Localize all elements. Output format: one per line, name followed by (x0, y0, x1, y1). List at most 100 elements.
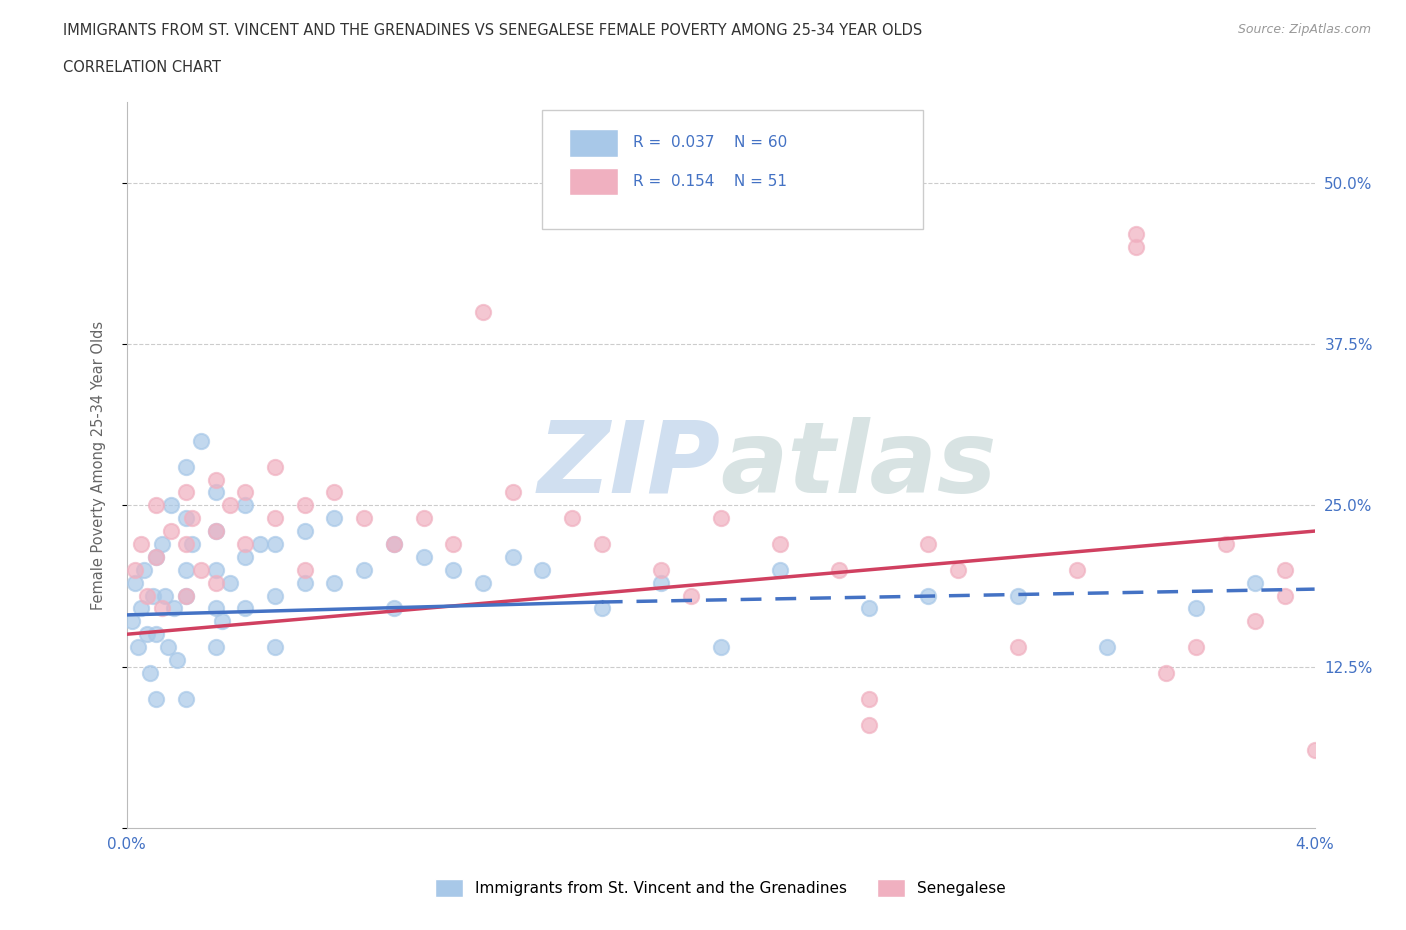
Point (190, 433, 212, 448)
Point (174, 588, 197, 603)
Point (264, 537, 287, 551)
Point (382, 537, 405, 551)
Point (131, 537, 153, 551)
Point (163, 601, 186, 616)
Point (233, 485, 256, 499)
Point (502, 485, 524, 499)
Point (382, 601, 405, 616)
Text: ZIP: ZIP (537, 417, 720, 513)
Point (211, 614, 233, 629)
Point (1154, 666, 1177, 681)
Point (294, 524, 316, 538)
Point (472, 576, 495, 591)
Point (858, 601, 880, 616)
Point (204, 601, 226, 616)
Legend: Immigrants from St. Vincent and the Grenadines, Senegalese: Immigrants from St. Vincent and the Gren… (429, 872, 1012, 903)
Point (650, 563, 672, 578)
Point (142, 588, 165, 603)
Point (679, 588, 702, 603)
Point (180, 511, 202, 525)
Point (1244, 576, 1267, 591)
Point (1274, 563, 1296, 578)
Point (139, 666, 162, 681)
Point (1125, 227, 1147, 242)
Point (131, 601, 153, 616)
Point (1303, 743, 1326, 758)
Point (157, 640, 180, 655)
Point (561, 511, 583, 525)
Point (353, 563, 375, 578)
Point (1184, 601, 1206, 616)
Point (323, 485, 346, 499)
Point (136, 627, 159, 642)
Point (382, 537, 405, 551)
Point (174, 563, 197, 578)
Point (917, 588, 939, 603)
Point (591, 537, 613, 551)
Point (294, 576, 316, 591)
Text: CORRELATION CHART: CORRELATION CHART (63, 60, 221, 75)
Text: R =  0.154    N = 51: R = 0.154 N = 51 (633, 174, 787, 189)
Point (858, 691, 880, 706)
Point (948, 563, 970, 578)
Point (174, 691, 197, 706)
Point (145, 550, 167, 565)
Point (145, 627, 167, 642)
Point (150, 537, 173, 551)
Point (127, 640, 149, 655)
Point (190, 563, 212, 578)
Point (233, 601, 256, 616)
Y-axis label: Female Poverty Among 25-34 Year Olds: Female Poverty Among 25-34 Year Olds (91, 321, 105, 609)
Point (204, 524, 226, 538)
Point (323, 576, 346, 591)
Point (145, 691, 167, 706)
Point (204, 576, 226, 591)
Point (145, 498, 167, 512)
Point (650, 576, 672, 591)
Bar (568, 167, 619, 195)
Point (1184, 640, 1206, 655)
Point (591, 601, 613, 616)
Point (153, 588, 176, 603)
Text: atlas: atlas (720, 417, 997, 513)
Point (472, 304, 495, 319)
Point (769, 563, 792, 578)
Point (145, 550, 167, 565)
Point (412, 511, 434, 525)
Point (204, 524, 226, 538)
Point (150, 601, 173, 616)
Bar (568, 129, 619, 157)
Point (264, 588, 287, 603)
Point (858, 717, 880, 732)
Point (204, 472, 226, 487)
Point (233, 550, 256, 565)
Point (769, 537, 792, 551)
Point (294, 498, 316, 512)
Point (441, 563, 464, 578)
Point (709, 511, 731, 525)
Text: R =  0.037    N = 60: R = 0.037 N = 60 (633, 136, 787, 151)
Point (353, 511, 375, 525)
Point (124, 563, 146, 578)
Point (1007, 588, 1029, 603)
FancyBboxPatch shape (543, 110, 922, 230)
Point (531, 563, 554, 578)
Point (249, 537, 271, 551)
Point (1215, 537, 1237, 551)
Point (204, 563, 226, 578)
Point (204, 485, 226, 499)
Point (1274, 588, 1296, 603)
Text: Source: ZipAtlas.com: Source: ZipAtlas.com (1237, 23, 1371, 36)
Point (502, 550, 524, 565)
Point (917, 537, 939, 551)
Point (264, 511, 287, 525)
Point (219, 576, 242, 591)
Point (134, 563, 156, 578)
Point (174, 537, 197, 551)
Point (174, 485, 197, 499)
Point (174, 459, 197, 474)
Point (180, 537, 202, 551)
Point (412, 550, 434, 565)
Point (160, 498, 183, 512)
Point (1007, 640, 1029, 655)
